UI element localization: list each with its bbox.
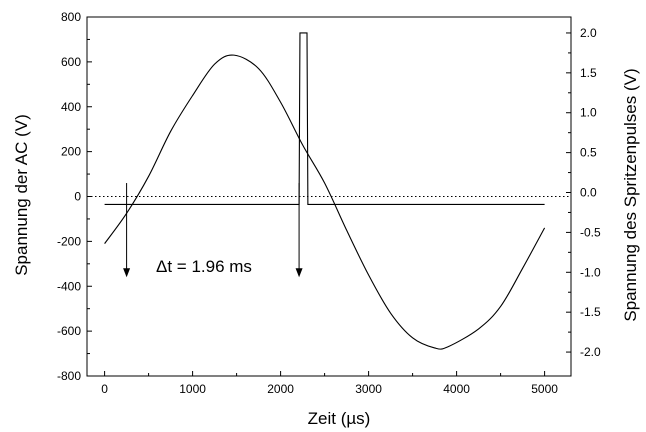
x-tick-label: 5000 xyxy=(531,382,558,396)
y-left-tick-label: 800 xyxy=(61,10,81,24)
y-left-tick-label: 600 xyxy=(61,55,81,69)
y-right-tick-label: 1.5 xyxy=(580,66,597,80)
x-tick-label: 3000 xyxy=(355,382,382,396)
plot-layer: 0 1000 2000 3000 4000 5000 -800 -600 -400 -200 0 20… xyxy=(57,10,601,396)
x-tick-label: 2000 xyxy=(267,382,294,396)
x-axis-title: Zeit (µs) xyxy=(308,409,371,428)
y-right-tick-label: 2.0 xyxy=(580,26,597,40)
delta-t-annotation: Δt = 1.96 ms xyxy=(156,257,252,276)
series-pulse-voltage-line xyxy=(104,32,545,206)
y-right-tick-label: -2.0 xyxy=(580,345,601,359)
y-right-tick-label: -1.0 xyxy=(580,265,601,279)
y-right-tick-label: 0.5 xyxy=(580,146,597,160)
arrow-head xyxy=(295,268,303,278)
y-right-tick-label: 1.0 xyxy=(580,106,597,120)
y-left-tick-label: -200 xyxy=(57,234,81,248)
y-axis-left-title: Spannung der AC (V) xyxy=(12,114,31,276)
y-right-tick-label: -1.5 xyxy=(580,305,601,319)
y-left-tick-label: -800 xyxy=(57,369,81,383)
x-tick-label: 4000 xyxy=(443,382,470,396)
y-left-tick-label: 0 xyxy=(74,190,81,204)
y-left-tick-label: 200 xyxy=(61,145,81,159)
y-left-tick-label: 400 xyxy=(61,100,81,114)
y-left-tick-label: -400 xyxy=(57,279,81,293)
y-axis-right-title: Spannung des Spritzenpulses (V) xyxy=(621,68,640,321)
x-tick-label: 0 xyxy=(101,382,108,396)
x-tick-label: 1000 xyxy=(179,382,206,396)
arrow-head xyxy=(123,268,131,278)
y-right-tick-label: -0.5 xyxy=(580,225,601,239)
series-ac-voltage-line xyxy=(104,54,546,350)
y-right-tick-label: 0.0 xyxy=(580,186,597,200)
y-left-tick-label: -600 xyxy=(57,324,81,338)
